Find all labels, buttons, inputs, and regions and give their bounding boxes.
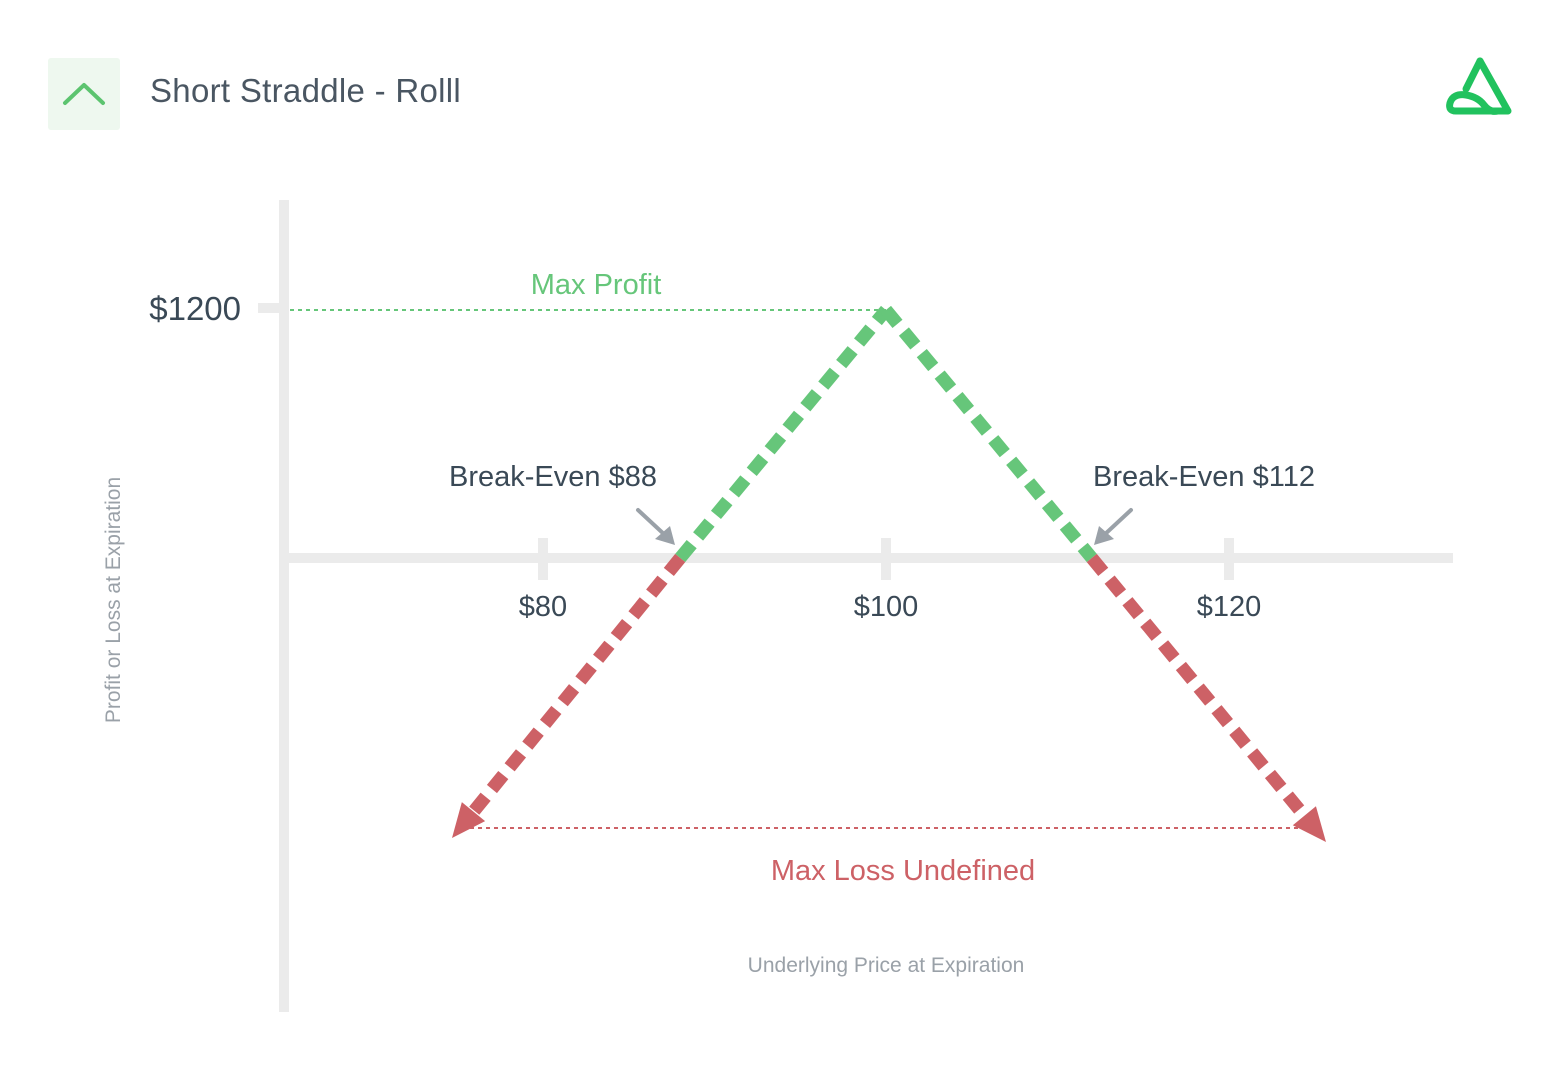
page-title: Short Straddle - Rolll	[150, 72, 462, 109]
loss-segment-right-arrowhead	[1292, 806, 1326, 842]
y-tick-label: $1200	[149, 290, 241, 327]
break-even-high-label: Break-Even $112	[1093, 461, 1315, 493]
max-profit-label: Max Profit	[531, 269, 662, 301]
profit-segment-right	[880, 305, 1097, 563]
loss-segment-right	[1086, 553, 1315, 827]
loss-segment-left-arrowhead	[452, 802, 486, 838]
x-tick-label: $80	[519, 591, 567, 623]
x-ticks: $80 $100 $120	[519, 538, 1261, 623]
max-loss-label: Max Loss Undefined	[771, 855, 1035, 887]
break-even-high-arrow	[1094, 508, 1133, 545]
break-even-low-label: Break-Even $88	[449, 461, 657, 493]
x-tick-label: $120	[1197, 591, 1262, 623]
y-ticks: $1200	[149, 290, 288, 327]
break-even-low-arrow	[636, 508, 675, 545]
profit-segment-left	[675, 305, 892, 563]
y-axis-title: Profit or Loss at Expiration	[102, 477, 125, 723]
loss-segment-left	[463, 553, 686, 822]
x-tick-label: $100	[854, 591, 919, 623]
x-axis-title: Underlying Price at Expiration	[748, 954, 1025, 977]
chevron-up-icon	[63, 83, 105, 105]
brand-logo-icon	[1446, 57, 1512, 115]
collapse-button[interactable]	[48, 58, 120, 130]
payoff-series	[452, 305, 1326, 842]
